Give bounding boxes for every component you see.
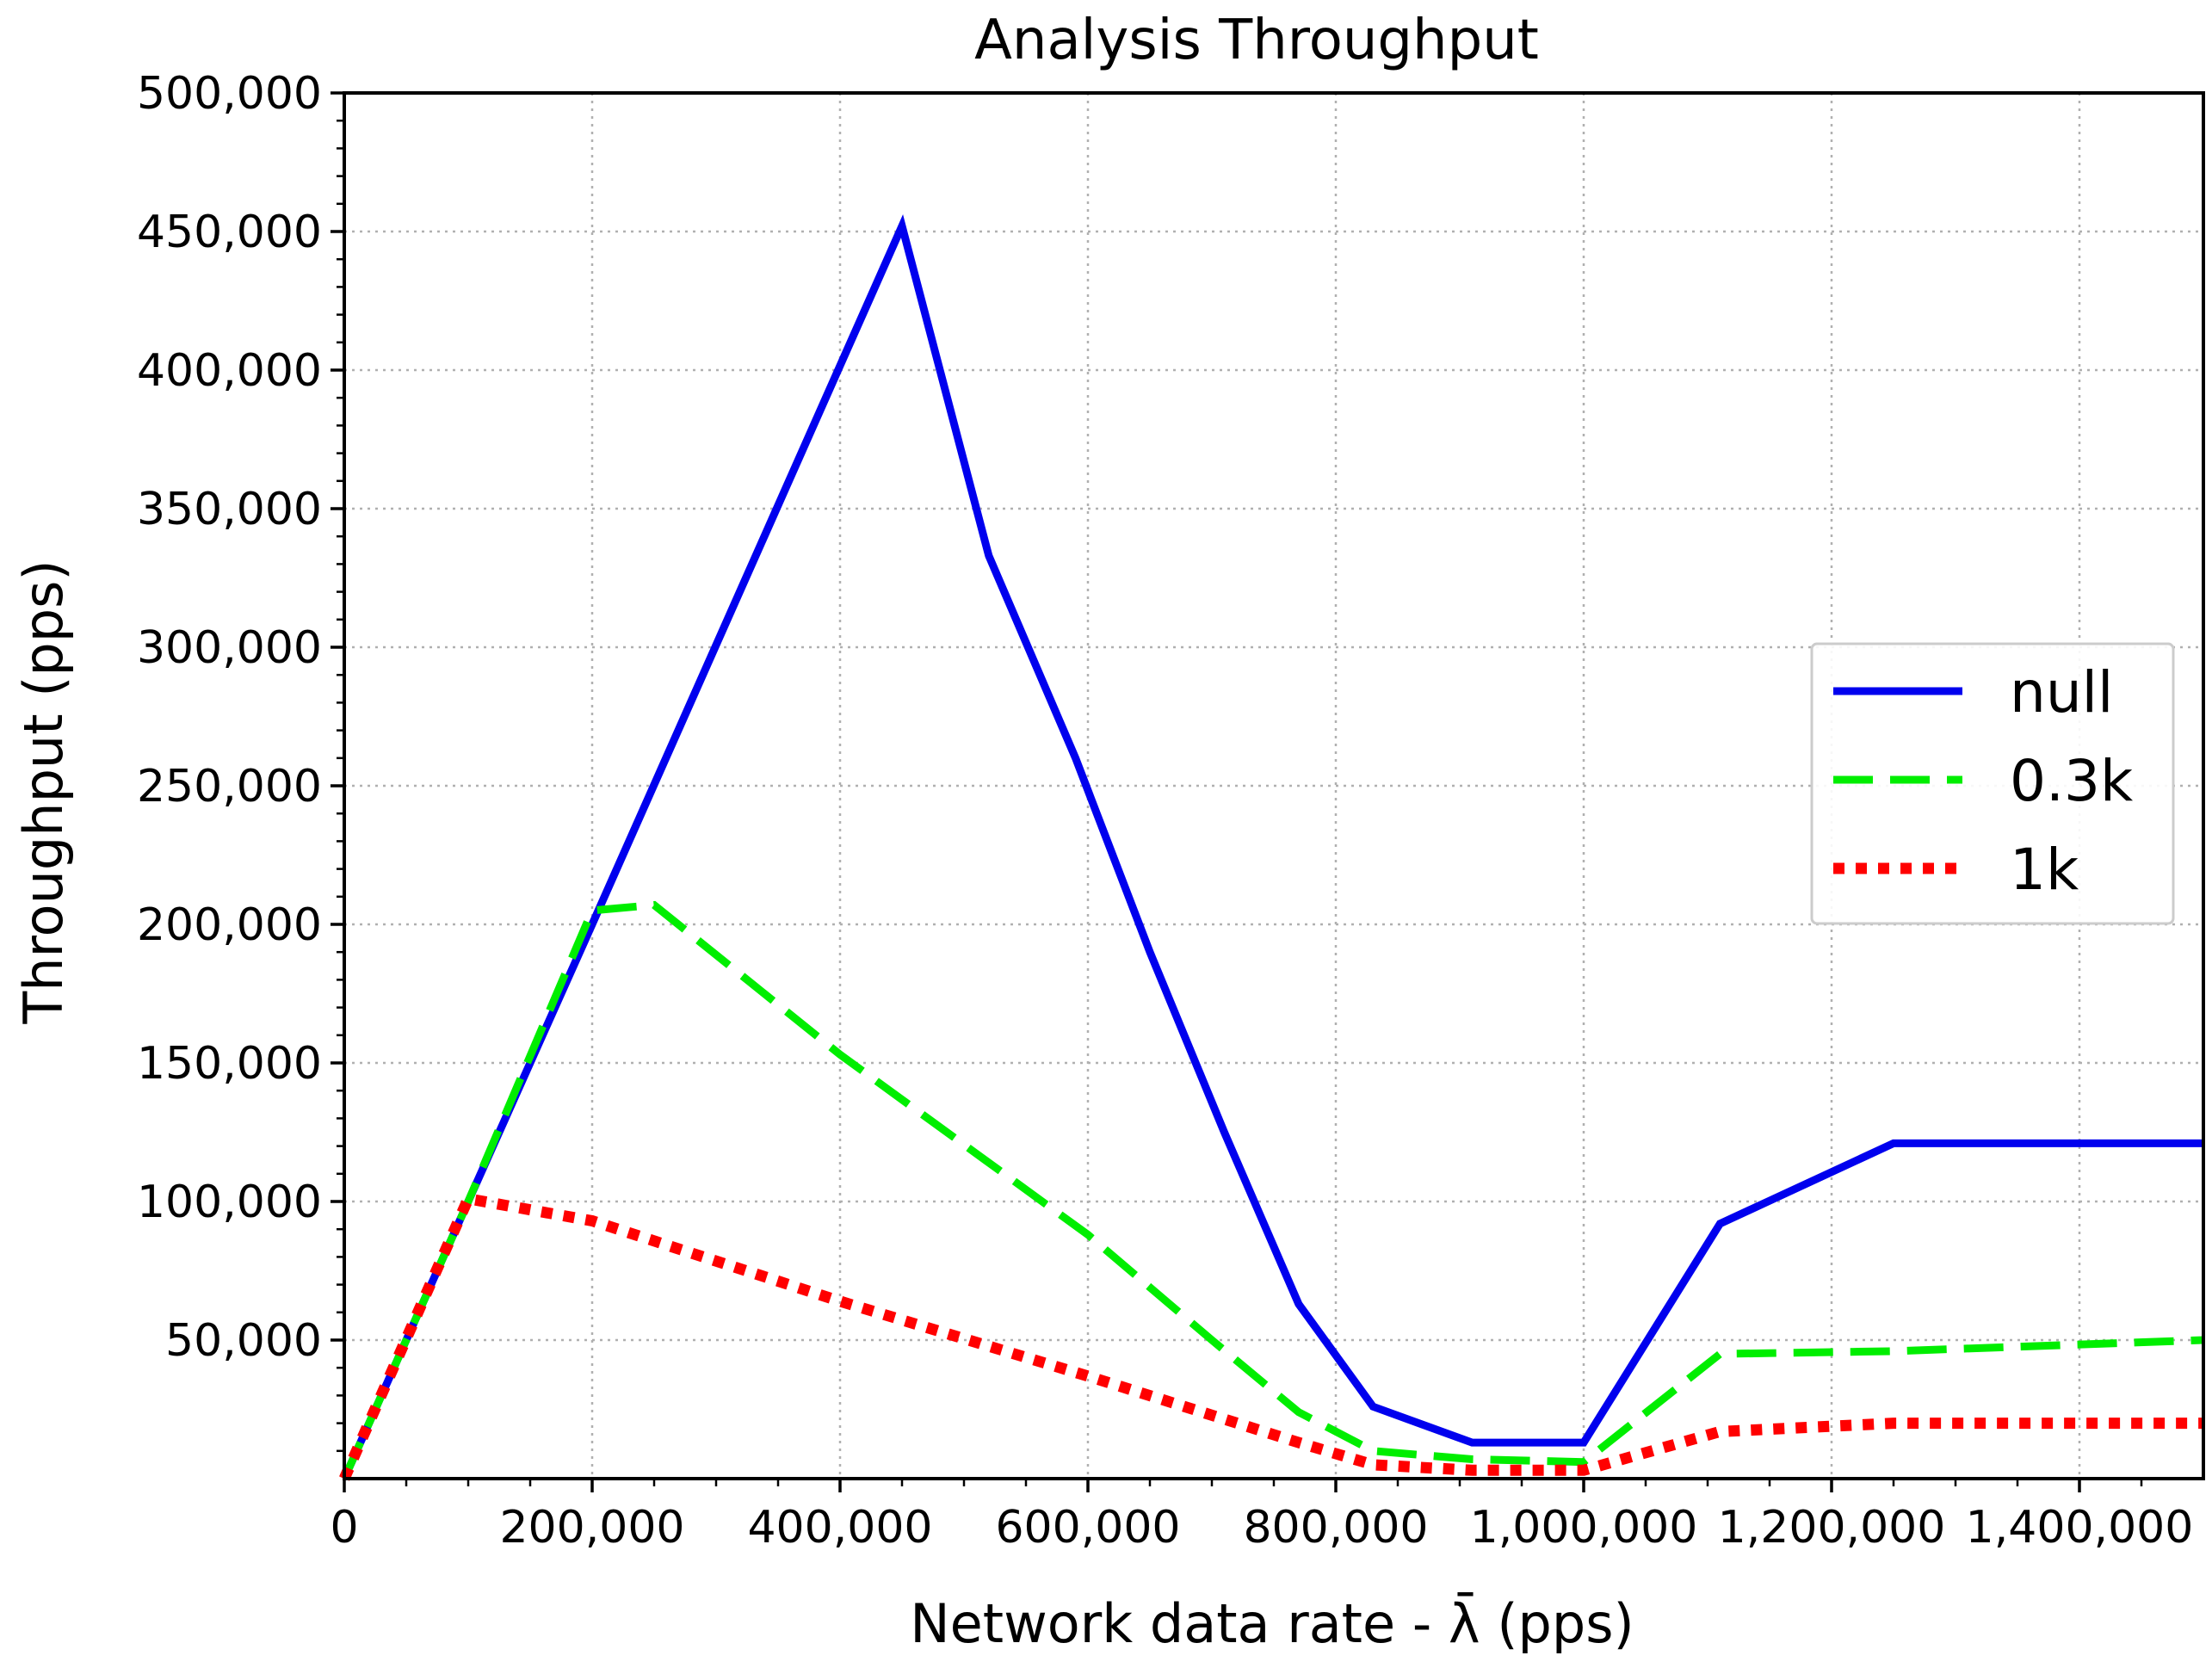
legend-label: 1k [2010,837,2079,903]
legend-label: null [2010,659,2113,726]
y-tick-label: 500,000 [137,68,322,120]
series-line-1k [339,1192,2203,1481]
x-tick-label: 1,000,000 [1470,1502,1698,1554]
legend-label: 0.3k [2010,748,2134,814]
x-tick-label: 1,400,000 [1966,1502,2194,1554]
x-tick-label: 400,000 [747,1502,932,1554]
y-tick-label: 300,000 [137,622,322,674]
axis-ticks: 0 200,000 400,000 600,000 800,000 1,000,000 1,… [137,68,2193,1554]
plot-series [339,214,2204,1481]
y-tick-label: 250,000 [137,761,322,812]
y-tick-label: 400,000 [137,345,322,397]
legend: null 0.3k 1k [1810,642,2175,925]
x-tick-label: 800,000 [1243,1502,1428,1554]
y-tick-label: 150,000 [137,1038,322,1090]
chart-title: Analysis Throughput [974,9,1539,72]
series-line-0-3k [340,900,2204,1480]
y-tick-label: 100,000 [137,1177,322,1228]
y-tick-label: 450,000 [137,207,322,258]
x-tick-label: 0 [330,1502,358,1554]
y-axis-title: Throughput (pps) [12,559,75,1024]
series-line-null [340,214,2203,1480]
x-tick-label: 600,000 [995,1502,1180,1554]
y-tick-label: 350,000 [137,484,322,535]
x-axis-title: Network data rate - λ̄ (pps) [910,1592,1634,1655]
legend-box [1810,642,2175,925]
x-tick-label: 1,200,000 [1718,1502,1946,1554]
x-tick-label: 200,000 [499,1502,684,1554]
y-tick-label: 50,000 [165,1315,322,1367]
y-tick-label: 200,000 [137,899,322,951]
